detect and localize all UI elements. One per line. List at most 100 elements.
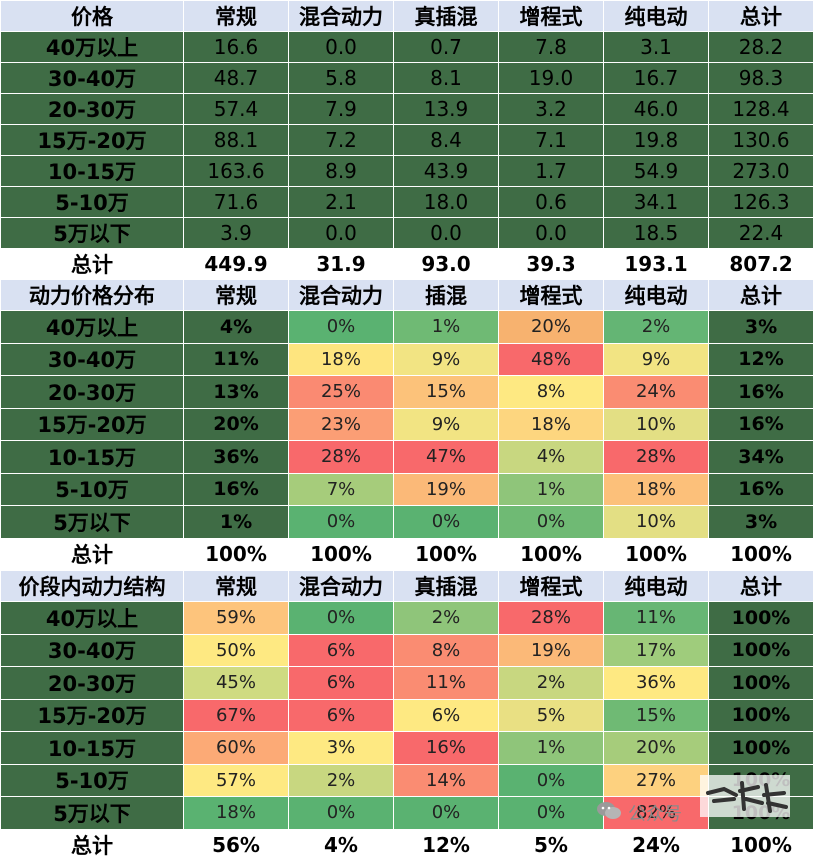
data-cell: 16% — [709, 376, 813, 409]
column-header: 纯电动 — [604, 571, 709, 602]
total-cell: 100% — [499, 538, 604, 571]
data-cell: 0.0 — [289, 32, 394, 63]
data-cell: 7% — [289, 473, 394, 506]
data-cell: 0% — [394, 797, 499, 830]
column-header: 价格 — [1, 1, 184, 32]
data-cell: 57% — [184, 764, 289, 797]
column-header: 常规 — [184, 571, 289, 602]
column-header: 总计 — [709, 1, 813, 32]
total-cell: 24% — [604, 829, 709, 862]
data-cell: 59% — [184, 602, 289, 635]
row-label: 30-40万 — [1, 343, 184, 376]
total-cell: 100% — [604, 538, 709, 571]
column-header: 增程式 — [499, 1, 604, 32]
data-cell: 16.6 — [184, 32, 289, 63]
column-header: 常规 — [184, 280, 289, 311]
row-label: 30-40万 — [1, 63, 184, 94]
data-cell: 16% — [184, 473, 289, 506]
row-label: 10-15万 — [1, 441, 184, 474]
data-cell: 100% — [709, 667, 813, 700]
data-cell: 15% — [394, 376, 499, 409]
data-cell: 7.1 — [499, 125, 604, 156]
data-cell: 1% — [499, 732, 604, 765]
total-cell: 100% — [184, 538, 289, 571]
data-cell: 47% — [394, 441, 499, 474]
column-header: 纯电动 — [604, 280, 709, 311]
data-cell: 24% — [604, 376, 709, 409]
data-cell: 8.1 — [394, 63, 499, 94]
data-cell: 13% — [184, 376, 289, 409]
total-cell: 100% — [709, 829, 813, 862]
data-cell: 8% — [499, 376, 604, 409]
data-cell: 9% — [394, 408, 499, 441]
row-label: 5-10万 — [1, 473, 184, 506]
data-cell: 163.6 — [184, 156, 289, 187]
total-cell: 56% — [184, 829, 289, 862]
data-cell: 98.3 — [709, 63, 813, 94]
row-label: 40万以上 — [1, 311, 184, 344]
total-label: 总计 — [1, 538, 184, 571]
data-cell: 0.0 — [394, 218, 499, 249]
data-cell: 6% — [394, 699, 499, 732]
data-cell: 16% — [709, 473, 813, 506]
data-cell: 6% — [289, 667, 394, 700]
column-header: 总计 — [709, 571, 813, 602]
data-cell: 5.8 — [289, 63, 394, 94]
data-cell: 36% — [184, 441, 289, 474]
total-cell: 193.1 — [604, 249, 709, 280]
data-cell: 67% — [184, 699, 289, 732]
total-label: 总计 — [1, 249, 184, 280]
data-cell: 18% — [499, 408, 604, 441]
data-cell: 3.2 — [499, 94, 604, 125]
row-label: 5-10万 — [1, 764, 184, 797]
data-cell: 8% — [394, 634, 499, 667]
data-cell: 10% — [604, 506, 709, 539]
data-cell: 16% — [709, 408, 813, 441]
data-cell: 3.1 — [604, 32, 709, 63]
data-cell: 17% — [604, 634, 709, 667]
data-cell: 19% — [499, 634, 604, 667]
total-cell: 31.9 — [289, 249, 394, 280]
total-cell: 93.0 — [394, 249, 499, 280]
row-label: 40万以上 — [1, 32, 184, 63]
data-cell: 0.0 — [289, 218, 394, 249]
data-cell: 57.4 — [184, 94, 289, 125]
data-cell: 23% — [289, 408, 394, 441]
data-cell: 54.9 — [604, 156, 709, 187]
data-cell: 36% — [604, 667, 709, 700]
data-cell: 0% — [499, 764, 604, 797]
column-header: 增程式 — [499, 280, 604, 311]
column-header: 混合动力 — [289, 1, 394, 32]
data-cell: 0% — [289, 311, 394, 344]
data-cell: 100% — [709, 732, 813, 765]
data-cell: 22.4 — [709, 218, 813, 249]
data-cell: 0% — [499, 506, 604, 539]
data-cell: 11% — [184, 343, 289, 376]
column-header: 混合动力 — [289, 571, 394, 602]
total-cell: 100% — [289, 538, 394, 571]
data-cell: 2% — [604, 311, 709, 344]
data-cell: 0% — [289, 602, 394, 635]
data-cell: 100% — [709, 699, 813, 732]
column-header: 真插混 — [394, 571, 499, 602]
total-cell: 12% — [394, 829, 499, 862]
data-cell: 19.0 — [499, 63, 604, 94]
row-label: 40万以上 — [1, 602, 184, 635]
row-label: 5万以下 — [1, 506, 184, 539]
column-header: 总计 — [709, 280, 813, 311]
row-label: 10-15万 — [1, 156, 184, 187]
row-label: 5-10万 — [1, 187, 184, 218]
data-cell: 100% — [709, 602, 813, 635]
column-header: 混合动力 — [289, 280, 394, 311]
